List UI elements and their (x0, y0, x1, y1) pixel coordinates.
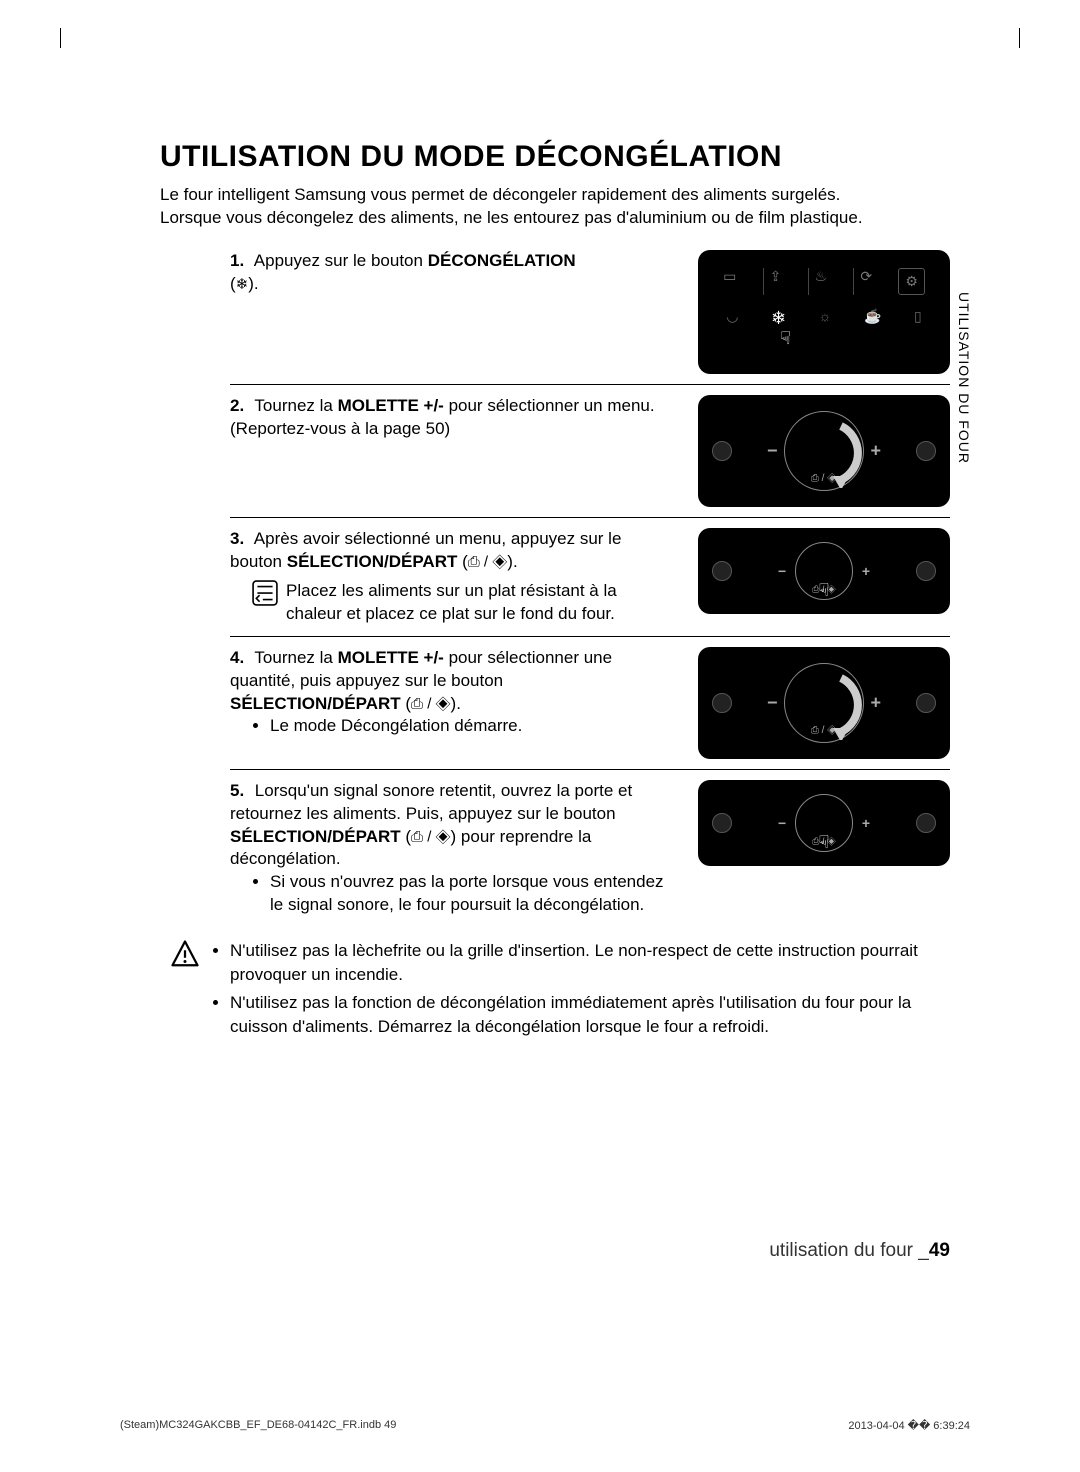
panel-icon: ◡ (726, 308, 738, 329)
minus-icon: − (767, 440, 778, 461)
panel-icon: ⚙ (898, 268, 925, 295)
panel-icon: ▯ (914, 308, 922, 329)
plus-icon: + (862, 815, 870, 831)
select-start-icon: ⎙ / ◈ (411, 695, 451, 712)
crop-mark (60, 28, 61, 48)
warning-item: N'utilisez pas la fonction de décongélat… (230, 991, 950, 1039)
step-number: 4. (230, 647, 250, 670)
note: Placez les aliments sur un plat résistan… (252, 580, 674, 626)
panel-top-row: ▭ ⇪ ♨ ⟳ ⚙ (698, 268, 950, 295)
intro-line: Le four intelligent Samsung vous permet … (160, 184, 950, 207)
dial-panel-illustration: − + ⎙ / ◈ (698, 395, 950, 507)
panel-icon: ☕ (864, 308, 881, 329)
step-1: 1. Appuyez sur le bouton DÉCONGÉLATION (… (230, 240, 950, 384)
panel-icon: ▭ (723, 268, 736, 295)
footer-section-text: utilisation du four _ (769, 1240, 929, 1261)
page-title: UTILISATION DU MODE DÉCONGÉLATION (160, 140, 950, 174)
step-text: 2. Tournez la MOLETTE +/- pour sélection… (230, 395, 684, 507)
warning-block: N'utilisez pas la lèchefrite ou la grill… (160, 939, 950, 1042)
panel-icon: ⟳ (853, 268, 872, 295)
hand-pointer-icon: ☟ (780, 328, 791, 349)
dial-panel-illustration: − + ⎙ / ◈ ☟ (698, 528, 950, 614)
step-number: 3. (230, 528, 250, 551)
panel-button (712, 441, 732, 461)
dial: − + ⎙ / ◈ (784, 663, 864, 743)
print-footer-left: (Steam)MC324GAKCBB_EF_DE68-04142C_FR.ind… (120, 1419, 396, 1432)
control-panel-illustration: ▭ ⇪ ♨ ⟳ ⚙ ◡ ❄ ☼ ☕ ▯ ☟ (698, 250, 950, 374)
step-text: 4. Tournez la MOLETTE +/- pour sélection… (230, 647, 684, 759)
step-bullet: Si vous n'ouvrez pas la porte lorsque vo… (230, 871, 674, 917)
warning-icon (170, 939, 200, 1042)
hand-pointer-icon: ☟ (819, 832, 830, 853)
intro-text: Le four intelligent Samsung vous permet … (160, 184, 950, 230)
note-text: Placez les aliments sur un plat résistan… (286, 580, 674, 626)
plus-icon: + (862, 563, 870, 579)
crop-mark (1019, 28, 1020, 48)
page-number: 49 (929, 1240, 950, 1261)
panel-button (916, 693, 936, 713)
step-2: 2. Tournez la MOLETTE +/- pour sélection… (230, 384, 950, 517)
step-text: 3. Après avoir sélectionné un menu, appu… (230, 528, 684, 626)
step-3: 3. Après avoir sélectionné un menu, appu… (230, 517, 950, 636)
rotate-arrow-icon (833, 418, 873, 488)
panel-button (916, 441, 936, 461)
step-text: 5. Lorsqu'un signal sonore retentit, ouv… (230, 780, 684, 918)
hand-pointer-icon: ☟ (819, 580, 830, 601)
minus-icon: − (767, 692, 778, 713)
warning-list: N'utilisez pas la lèchefrite ou la grill… (212, 939, 950, 1042)
step-text: 1. Appuyez sur le bouton DÉCONGÉLATION (… (230, 250, 684, 374)
step-5: 5. Lorsqu'un signal sonore retentit, ouv… (230, 769, 950, 928)
rotate-arrow-icon (833, 670, 873, 740)
minus-icon: − (778, 563, 786, 579)
panel-bottom-row: ◡ ❄ ☼ ☕ ▯ (698, 308, 950, 329)
step-bullet: Le mode Décongélation démarre. (230, 715, 674, 738)
select-start-icon: ⎙ / ◈ (411, 828, 451, 845)
note-icon (252, 580, 278, 626)
panel-button (916, 813, 936, 833)
panel-icon: ☼ (819, 308, 832, 329)
page-footer: utilisation du four _49 (769, 1240, 950, 1262)
select-start-icon: ⎙ / ◈ (468, 553, 508, 570)
dial-panel-illustration: − + ⎙ / ◈ ☟ (698, 780, 950, 866)
panel-icon: ⇪ (763, 268, 782, 295)
print-footer-right: 2013-04-04 �� 6:39:24 (848, 1419, 970, 1432)
panel-button (916, 561, 936, 581)
warning-item: N'utilisez pas la lèchefrite ou la grill… (230, 939, 950, 987)
panel-button (712, 561, 732, 581)
panel-button (712, 813, 732, 833)
step-4: 4. Tournez la MOLETTE +/- pour sélection… (230, 636, 950, 769)
step-number: 2. (230, 395, 250, 418)
defrost-icon: ❄ (236, 276, 249, 293)
step-number: 5. (230, 780, 250, 803)
panel-icon: ♨ (808, 268, 828, 295)
defrost-icon: ❄ (771, 308, 786, 329)
minus-icon: − (778, 815, 786, 831)
step-number: 1. (230, 250, 250, 273)
intro-line: Lorsque vous décongelez des aliments, ne… (160, 207, 950, 230)
print-footer: (Steam)MC324GAKCBB_EF_DE68-04142C_FR.ind… (120, 1419, 970, 1432)
panel-button (712, 693, 732, 713)
dial-panel-illustration: − + ⎙ / ◈ (698, 647, 950, 759)
steps-list: 1. Appuyez sur le bouton DÉCONGÉLATION (… (160, 240, 950, 927)
section-tab: UTILISATION DU FOUR (956, 292, 972, 464)
dial: − + ⎙ / ◈ (784, 411, 864, 491)
manual-page: UTILISATION DU MODE DÉCONGÉLATION Le fou… (0, 0, 1080, 1472)
